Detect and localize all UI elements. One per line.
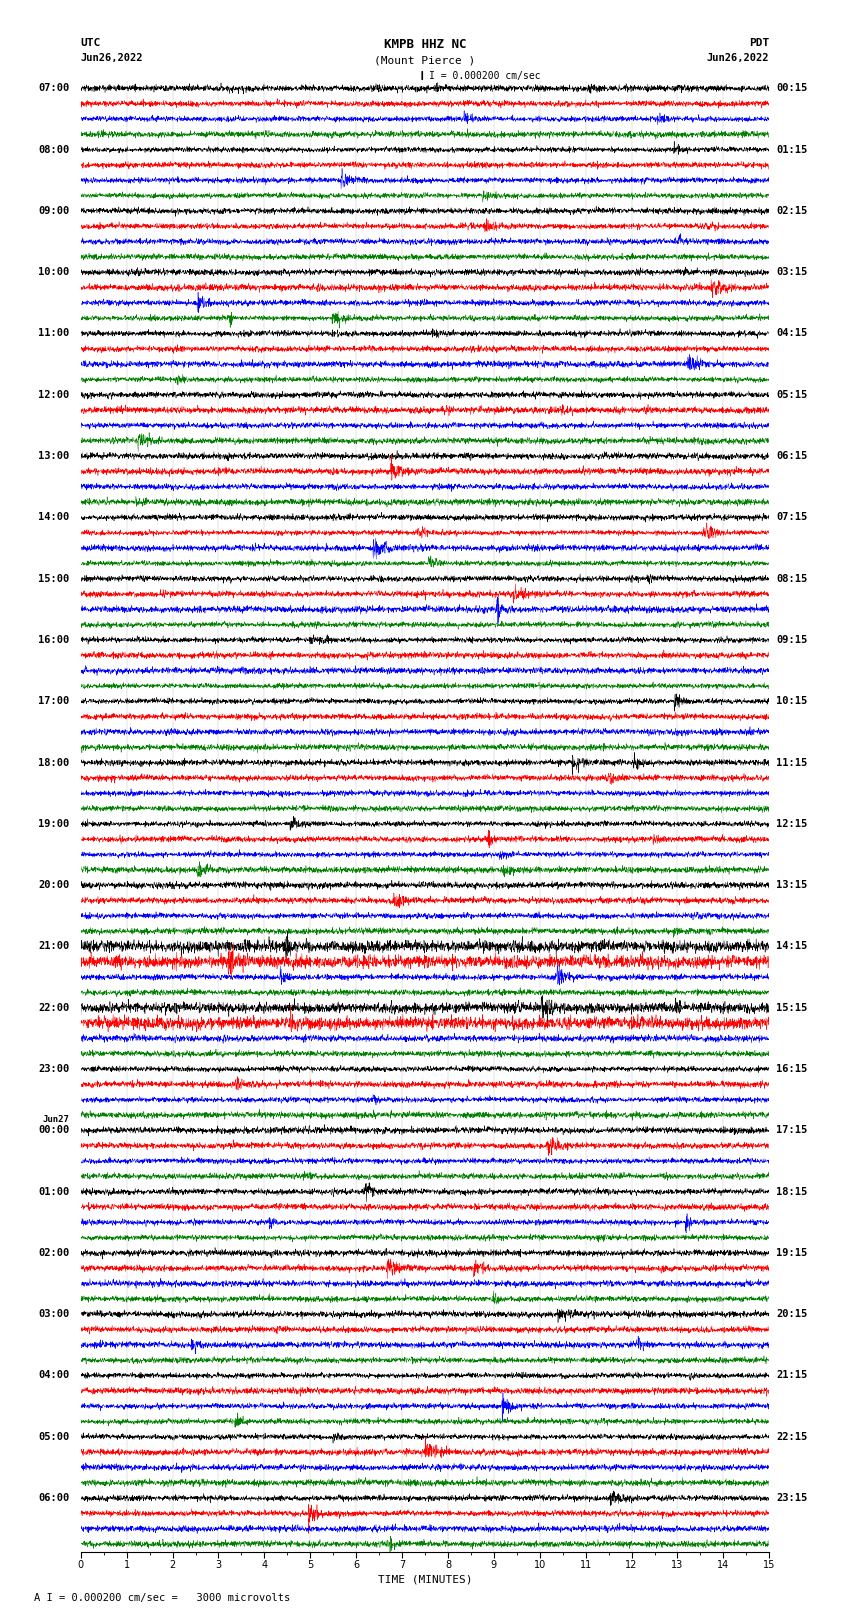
Text: 21:00: 21:00: [38, 942, 70, 952]
X-axis label: TIME (MINUTES): TIME (MINUTES): [377, 1574, 473, 1584]
Text: 18:00: 18:00: [38, 758, 70, 768]
Text: 02:15: 02:15: [776, 206, 808, 216]
Text: 19:15: 19:15: [776, 1248, 808, 1258]
Text: Jun27: Jun27: [42, 1115, 70, 1124]
Text: PDT: PDT: [749, 39, 769, 48]
Text: (Mount Pierce ): (Mount Pierce ): [374, 56, 476, 66]
Text: 08:15: 08:15: [776, 574, 808, 584]
Text: 10:15: 10:15: [776, 697, 808, 706]
Text: UTC: UTC: [81, 39, 101, 48]
Text: 23:00: 23:00: [38, 1065, 70, 1074]
Text: 09:15: 09:15: [776, 636, 808, 645]
Text: 14:15: 14:15: [776, 942, 808, 952]
Text: 05:00: 05:00: [38, 1432, 70, 1442]
Text: 00:15: 00:15: [776, 84, 808, 94]
Text: 16:00: 16:00: [38, 636, 70, 645]
Text: 03:15: 03:15: [776, 268, 808, 277]
Text: 08:00: 08:00: [38, 145, 70, 155]
Text: 11:15: 11:15: [776, 758, 808, 768]
Text: 16:15: 16:15: [776, 1065, 808, 1074]
Text: 19:00: 19:00: [38, 819, 70, 829]
Text: 02:00: 02:00: [38, 1248, 70, 1258]
Text: I = 0.000200 cm/sec: I = 0.000200 cm/sec: [429, 71, 541, 81]
Text: Jun26,2022: Jun26,2022: [81, 53, 144, 63]
Text: 20:15: 20:15: [776, 1310, 808, 1319]
Text: 22:00: 22:00: [38, 1003, 70, 1013]
Text: 03:00: 03:00: [38, 1310, 70, 1319]
Text: 07:00: 07:00: [38, 84, 70, 94]
Text: 17:15: 17:15: [776, 1126, 808, 1136]
Text: 14:00: 14:00: [38, 513, 70, 523]
Text: 01:15: 01:15: [776, 145, 808, 155]
Text: 00:00: 00:00: [38, 1126, 70, 1136]
Text: 21:15: 21:15: [776, 1371, 808, 1381]
Text: 11:00: 11:00: [38, 329, 70, 339]
Text: 12:15: 12:15: [776, 819, 808, 829]
Text: 23:15: 23:15: [776, 1494, 808, 1503]
Text: 05:15: 05:15: [776, 390, 808, 400]
Text: Jun26,2022: Jun26,2022: [706, 53, 769, 63]
Text: 15:00: 15:00: [38, 574, 70, 584]
Text: 13:15: 13:15: [776, 881, 808, 890]
Text: 12:00: 12:00: [38, 390, 70, 400]
Text: 17:00: 17:00: [38, 697, 70, 706]
Text: 09:00: 09:00: [38, 206, 70, 216]
Text: 10:00: 10:00: [38, 268, 70, 277]
Text: 04:00: 04:00: [38, 1371, 70, 1381]
Text: A I = 0.000200 cm/sec =   3000 microvolts: A I = 0.000200 cm/sec = 3000 microvolts: [34, 1594, 290, 1603]
Text: 22:15: 22:15: [776, 1432, 808, 1442]
Text: 18:15: 18:15: [776, 1187, 808, 1197]
Text: 15:15: 15:15: [776, 1003, 808, 1013]
Text: 06:15: 06:15: [776, 452, 808, 461]
Text: 01:00: 01:00: [38, 1187, 70, 1197]
Text: KMPB HHZ NC: KMPB HHZ NC: [383, 39, 467, 52]
Text: 04:15: 04:15: [776, 329, 808, 339]
Text: 13:00: 13:00: [38, 452, 70, 461]
Text: 20:00: 20:00: [38, 881, 70, 890]
Text: 07:15: 07:15: [776, 513, 808, 523]
Text: 06:00: 06:00: [38, 1494, 70, 1503]
